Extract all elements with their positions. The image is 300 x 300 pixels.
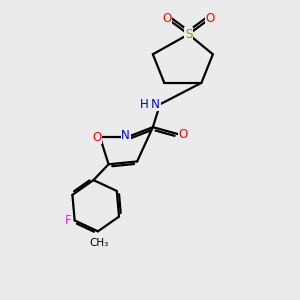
Text: O: O bbox=[92, 130, 102, 144]
Text: O: O bbox=[206, 12, 214, 25]
Text: CH₃: CH₃ bbox=[90, 238, 109, 248]
Text: O: O bbox=[163, 12, 172, 25]
Text: F: F bbox=[65, 214, 72, 227]
Text: S: S bbox=[185, 28, 192, 41]
Text: O: O bbox=[178, 128, 188, 141]
Text: H N: H N bbox=[140, 98, 160, 111]
Text: N: N bbox=[121, 129, 130, 142]
